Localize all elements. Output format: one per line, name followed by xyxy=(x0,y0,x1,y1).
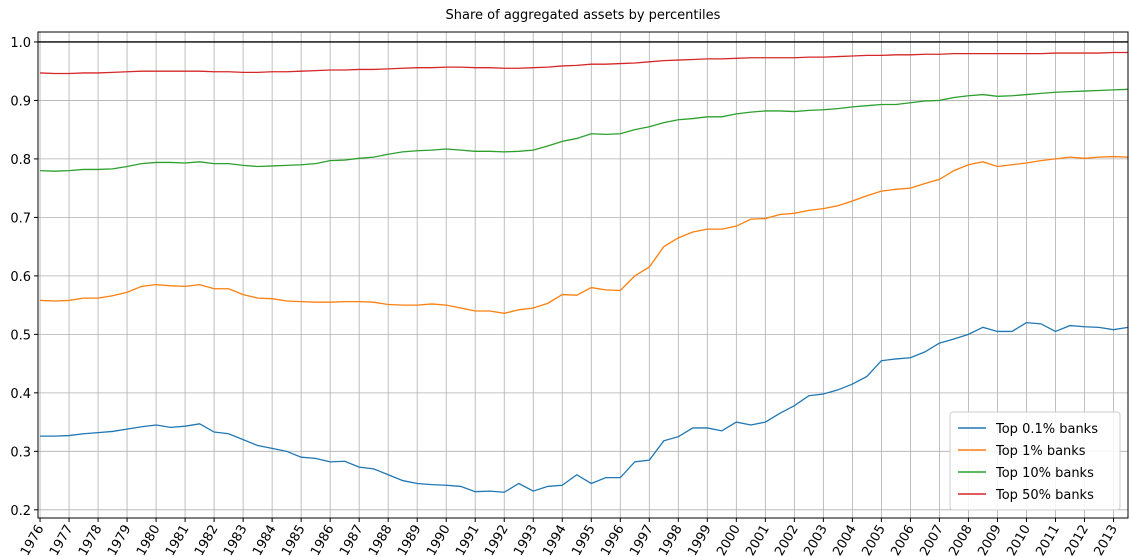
x-tick-label: 2004 xyxy=(830,523,860,557)
x-tick-label: 1976 xyxy=(18,523,48,557)
x-tick-label: 2009 xyxy=(975,523,1005,557)
legend-box xyxy=(949,411,1121,511)
x-tick-label: 1991 xyxy=(453,523,483,557)
x-tick-label: 2002 xyxy=(772,523,802,557)
x-tick-label: 1997 xyxy=(627,523,657,557)
x-tick-label: 1999 xyxy=(685,523,715,557)
x-tick-label: 2007 xyxy=(917,523,947,557)
x-tick-label: 1998 xyxy=(656,523,686,557)
x-tick-label: 2001 xyxy=(743,523,773,557)
y-tick-label: 0.8 xyxy=(10,153,31,168)
x-tick-label: 1992 xyxy=(482,523,512,557)
x-tick-label: 1982 xyxy=(192,523,222,557)
x-tick-label: 1995 xyxy=(569,523,599,557)
x-tick-label: 2000 xyxy=(714,523,744,557)
y-tick-label: 0.5 xyxy=(10,328,31,343)
x-tick-label: 1988 xyxy=(366,523,396,557)
legend-label: Top 50% banks xyxy=(995,488,1094,503)
x-tick-label: 1994 xyxy=(540,523,570,557)
x-tick-label: 2012 xyxy=(1062,523,1092,557)
x-tick-label: 1990 xyxy=(424,523,454,557)
x-tick-label: 2005 xyxy=(859,523,889,557)
y-tick-label: 0.2 xyxy=(10,504,31,519)
x-tick-label: 2003 xyxy=(801,523,831,557)
x-tick-label: 2006 xyxy=(888,523,918,557)
x-tick-label: 1993 xyxy=(511,523,541,557)
x-tick-label: 2013 xyxy=(1091,523,1121,557)
x-tick-label: 1996 xyxy=(598,523,628,557)
x-tick-label: 2010 xyxy=(1004,523,1034,557)
y-tick-label: 0.6 xyxy=(10,270,31,285)
y-tick-label: 0.9 xyxy=(10,94,31,109)
x-tick-label: 1986 xyxy=(308,523,338,557)
x-tick-label: 1979 xyxy=(105,523,135,557)
legend-label: Top 10% banks xyxy=(995,466,1094,481)
y-tick-label: 1.0 xyxy=(10,36,31,51)
plot-frame xyxy=(37,31,1129,519)
x-tick-label: 1984 xyxy=(250,523,280,557)
series-line xyxy=(40,51,1128,75)
series-line xyxy=(40,155,1129,314)
x-tick-label: 1978 xyxy=(76,523,106,557)
legend-label: Top 1% banks xyxy=(995,444,1086,459)
y-tick-label: 0.4 xyxy=(10,387,31,402)
x-tick-label: 2011 xyxy=(1033,523,1063,557)
x-tick-label: 1983 xyxy=(221,523,251,557)
y-tick-label: 0.3 xyxy=(10,445,31,460)
series-line xyxy=(40,321,1129,493)
x-tick-label: 1987 xyxy=(337,523,367,557)
x-tick-label: 1989 xyxy=(395,523,425,557)
legend-label: Top 0.1% banks xyxy=(995,422,1098,437)
y-tick-label: 0.7 xyxy=(10,211,31,226)
chart-title: Share of aggregated assets by percentile… xyxy=(446,8,721,23)
x-tick-label: 1985 xyxy=(279,523,309,557)
x-tick-label: 1980 xyxy=(134,523,164,557)
series-line xyxy=(40,88,1129,172)
x-tick-label: 2008 xyxy=(946,523,976,557)
x-tick-label: 1981 xyxy=(163,523,193,557)
x-tick-label: 1977 xyxy=(47,523,77,557)
